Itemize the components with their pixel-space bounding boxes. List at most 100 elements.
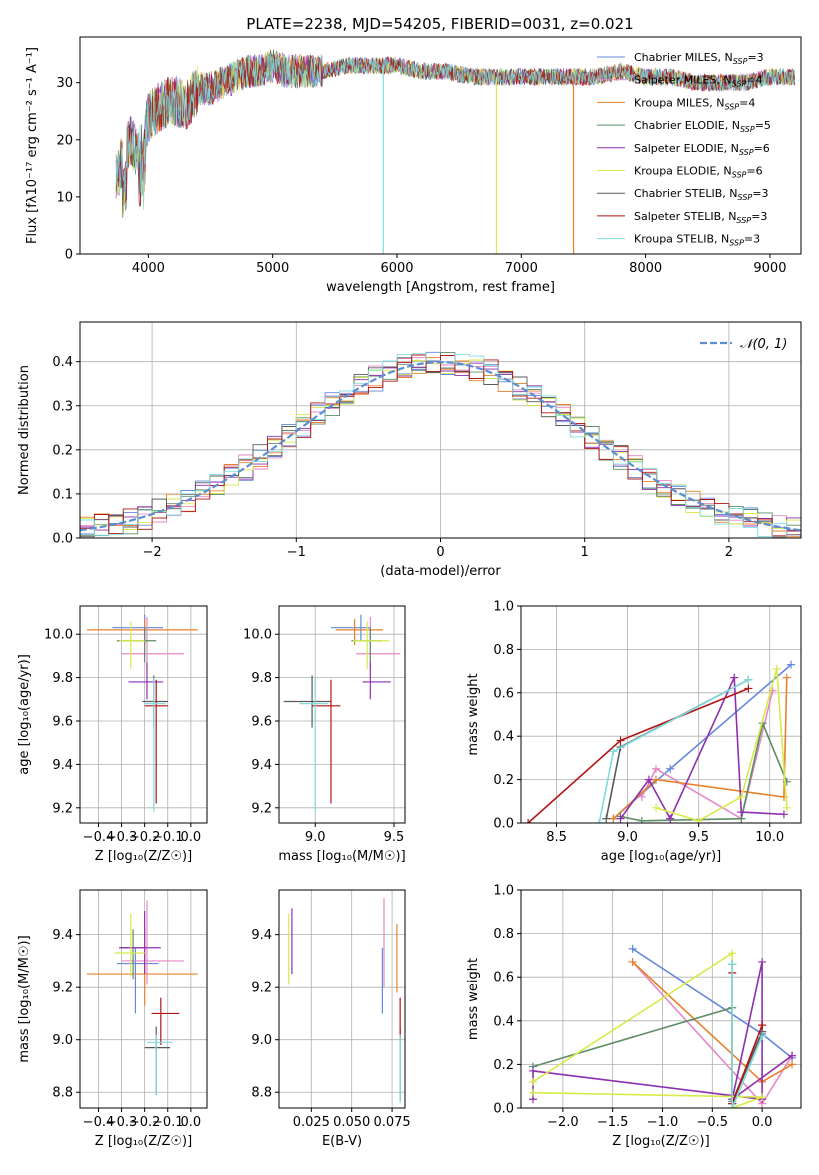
y-tick-label: 0.0 [52, 532, 73, 547]
weight-marker [666, 814, 675, 823]
x-tick-label: 1 [581, 545, 589, 560]
weight-marker [728, 960, 737, 969]
y-tick-label: 0.2 [493, 773, 514, 788]
x-tick-label: −0.4 [83, 830, 115, 845]
x-axis-label: mass [log₁₀(M/M☉)] [278, 849, 405, 864]
y-tick-label: 1.0 [493, 600, 514, 615]
weight-marker [737, 792, 746, 801]
weight-line [655, 668, 788, 822]
weight-line [619, 677, 784, 821]
weight-line [731, 972, 763, 1104]
mass_vs_ebv-axes: 0.025 0.050 0.075 8.8 9.0 9.2 9.4 E(B-V) [251, 890, 411, 1149]
legend-entry: Chabrier ELODIE, NSSP=5 [634, 119, 771, 134]
legend-sub: SSP [729, 239, 744, 248]
axes-frame [79, 605, 208, 824]
x-tick-label: −0.4 [83, 1115, 115, 1130]
axes-frame [79, 36, 802, 255]
weight-marker [637, 816, 646, 823]
x-tick-label: 0.075 [373, 1115, 410, 1130]
weight-line [532, 951, 763, 1108]
weight-marker [758, 1032, 767, 1041]
weight-marker [609, 747, 618, 756]
residuals-axes: −2 −1 0 1 2 0.0 0.1 0.2 0.3 0.4 (data-model)/error… [17, 322, 801, 579]
legend-sub: SSP [732, 171, 747, 180]
y-axis-label: mass weight [466, 673, 481, 755]
spectrum-plot [115, 49, 796, 254]
legend-label: Salpeter ELODIE, N [634, 142, 739, 155]
legend-entry: Salpeter ELODIE, NSSP=6 [634, 142, 770, 157]
y-tick-label: 10.0 [243, 628, 272, 643]
x-tick-label: 5000 [256, 261, 289, 276]
weight-marker [744, 675, 753, 684]
weight-marker [728, 1104, 737, 1108]
weight-marker [637, 792, 646, 801]
y-tick-label: 0.4 [493, 730, 514, 745]
x-tick-label: 2 [725, 545, 733, 560]
y-tick-label: 9.0 [52, 1033, 73, 1048]
x-tick-label: −0.1 [152, 1115, 184, 1130]
y-tick-label: 0.2 [493, 1058, 514, 1073]
weight-marker [737, 808, 746, 817]
spectrum-line [115, 50, 796, 210]
axes-frame [278, 605, 406, 824]
legend-sub: SSP [740, 125, 755, 134]
y-tick-label: 10.0 [44, 628, 73, 643]
weight-marker [595, 819, 604, 823]
x-tick-label: 10.0 [755, 830, 784, 845]
weight-marker [528, 1077, 537, 1086]
weight-marker [528, 1088, 537, 1097]
y-tick-label: 0.6 [493, 686, 514, 701]
y-tick-label: 0.2 [52, 443, 73, 458]
x-tick-label: 8000 [629, 261, 662, 276]
y-tick-label: 0.0 [493, 1102, 514, 1117]
x-axis-label: Z [log₁₀(Z/Z☉)] [95, 849, 192, 864]
y-tick-label: 9.4 [251, 928, 272, 943]
x-axis-label: E(B-V) [322, 1134, 362, 1149]
legend-value: =3 [747, 51, 763, 64]
x-tick-label: 6000 [380, 261, 413, 276]
legend-entry: Kroupa MILES, NSSP=4 [634, 96, 755, 111]
y-tick-label: 0.4 [52, 355, 73, 370]
legend-entry: Kroupa ELODIE, NSSP=6 [634, 165, 763, 180]
weight-marker [782, 803, 791, 812]
weight_vs_Z-axes: −2.0 −1.5 −1.0 −0.5 0.0 0.0 0.2 0.4 0.6 0.8 1.0 Z [… [466, 884, 801, 1149]
x-tick-label: 9.0 [305, 830, 326, 845]
legend-label: Chabrier ELODIE, N [634, 119, 740, 132]
weight-marker [616, 814, 625, 823]
legend-label: Chabrier STELIB, N [634, 187, 738, 200]
weight-marker [616, 736, 625, 745]
spectrum-axes: 4000 5000 6000 7000 8000 9000 0 10 20 30 wavelengt… [25, 47, 786, 295]
y-tick-label: 0 [65, 248, 73, 263]
y-tick-label: 9.2 [251, 801, 272, 816]
legend-value: =6 [746, 165, 762, 178]
age_vs_mass-plot [283, 614, 401, 813]
histogram-step [80, 354, 801, 537]
x-axis-label: age [log₁₀(age/yr)] [601, 849, 722, 864]
weight-marker [628, 944, 637, 953]
legend-value: =3 [752, 187, 768, 200]
y-tick-label: 0.8 [493, 643, 514, 658]
weight-line [532, 1006, 763, 1102]
legend-label: Salpeter STELIB, N [634, 210, 736, 223]
weight-marker [652, 803, 661, 812]
y-tick-label: 0.4 [493, 1014, 514, 1029]
y-tick-label: 9.6 [251, 715, 272, 730]
x-tick-label: 0.0 [180, 1115, 201, 1130]
y-tick-label: 9.2 [52, 981, 73, 996]
x-tick-label: −1 [287, 545, 306, 560]
legend-entry: Chabrier STELIB, NSSP=3 [634, 187, 768, 202]
x-tick-label: 8.5 [546, 830, 567, 845]
y-axis-label: Normed distribution [17, 365, 32, 495]
mass_vs_Z-plot [86, 900, 198, 1095]
x-axis-label: (data-model)/error [380, 564, 501, 579]
legend-entry: Chabrier MILES, NSSP=3 [634, 51, 764, 66]
x-tick-label: 0.0 [752, 1115, 773, 1130]
y-tick-label: 1.0 [493, 884, 514, 899]
x-tick-label: −0.2 [129, 1115, 161, 1130]
legend-sub: SSP [733, 57, 748, 66]
y-tick-label: 9.6 [52, 715, 73, 730]
x-axis-label: Z [log₁₀(Z/Z☉)] [612, 1134, 709, 1149]
y-axis-label: mass [log₁₀(M/M☉)] [17, 935, 32, 1062]
